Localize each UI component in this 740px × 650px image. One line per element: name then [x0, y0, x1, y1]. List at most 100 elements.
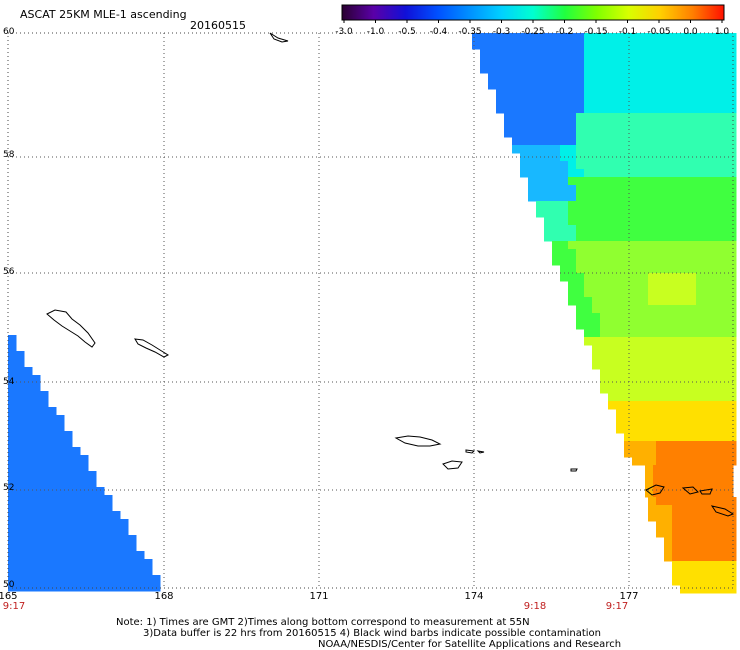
swath-cell: [608, 105, 617, 114]
swath-cell: [576, 305, 585, 314]
swath-cell: [496, 73, 505, 82]
swath-cell: [664, 361, 673, 370]
swath-cell: [48, 559, 57, 568]
swath-cell: [688, 185, 697, 194]
swath-cell: [704, 65, 713, 74]
swath-cell: [16, 455, 25, 464]
swath-cell: [496, 41, 505, 50]
swath-cell: [656, 433, 665, 442]
swath-cell: [600, 385, 609, 394]
swath-cell: [704, 289, 713, 298]
swath-cell: [504, 97, 513, 106]
swath-cell: [552, 113, 561, 122]
swath-cell: [24, 583, 33, 592]
swath-cell: [8, 343, 17, 352]
swath-cell: [696, 457, 705, 466]
swath-cell: [568, 137, 577, 146]
swath-cell: [72, 543, 81, 552]
swath-cell: [704, 281, 713, 290]
swath-cell: [712, 441, 721, 450]
swath-cell: [712, 281, 721, 290]
swath-cell: [8, 335, 17, 344]
swath-cell: [656, 409, 665, 418]
swath-cell: [568, 225, 577, 234]
swath-cell: [576, 113, 585, 122]
swath-cell: [24, 535, 33, 544]
swath-cell: [720, 161, 729, 170]
swath-cell: [40, 415, 49, 424]
swath-cell: [688, 377, 697, 386]
swath-cell: [712, 305, 721, 314]
swath-cell: [688, 201, 697, 210]
swath-cell: [720, 273, 729, 282]
swath-cell: [624, 65, 633, 74]
swath-cell: [720, 81, 729, 90]
swath-cell: [568, 129, 577, 138]
swath-cell: [672, 289, 681, 298]
swath-cell: [608, 273, 617, 282]
swath-cell: [680, 385, 689, 394]
swath-cell: [704, 49, 713, 58]
swath-cell: [704, 305, 713, 314]
swath-cell: [720, 417, 729, 426]
swath-cell: [568, 81, 577, 90]
swath-cell: [112, 551, 121, 560]
swath-cell: [536, 177, 545, 186]
swath-cell: [72, 455, 81, 464]
swath-cell: [8, 535, 17, 544]
swath-cell: [32, 543, 41, 552]
swath-cell: [728, 145, 737, 154]
swath-cell: [672, 41, 681, 50]
swath-cell: [720, 105, 729, 114]
swath-cell: [712, 561, 721, 570]
swath-cell: [680, 577, 689, 586]
swath-cell: [24, 447, 33, 456]
swath-cell: [48, 463, 57, 472]
swath-cell: [672, 417, 681, 426]
swath-cell: [576, 225, 585, 234]
swath-cell: [576, 129, 585, 138]
swath-cell: [688, 249, 697, 258]
swath-cell: [664, 89, 673, 98]
swath-cell: [104, 495, 113, 504]
time-label-177: 9:17: [605, 601, 629, 612]
swath-cell: [648, 313, 657, 322]
swath-cell: [688, 129, 697, 138]
swath-cell: [680, 457, 689, 466]
swath-cell: [664, 41, 673, 50]
swath-cell: [80, 495, 89, 504]
swath-cell: [664, 289, 673, 298]
swath-cell: [576, 193, 585, 202]
swath-cell: [704, 201, 713, 210]
swath-cell: [712, 425, 721, 434]
swath-cell: [688, 233, 697, 242]
swath-cell: [16, 399, 25, 408]
swath-cell: [704, 241, 713, 250]
swath-cell: [632, 273, 641, 282]
swath-cell: [568, 169, 577, 178]
swath-cell: [552, 249, 561, 258]
swath-cell: [576, 281, 585, 290]
swath-cell: [640, 329, 649, 338]
swath-cell: [728, 417, 737, 426]
swath-cell: [720, 513, 729, 522]
colorbar-label: -0.5: [398, 27, 416, 37]
swath-cell: [120, 519, 129, 528]
swath-cell: [48, 455, 57, 464]
swath-cell: [56, 535, 65, 544]
swath-cell: [720, 225, 729, 234]
swath-cell: [656, 249, 665, 258]
swath-cell: [640, 121, 649, 130]
swath-cell: [680, 281, 689, 290]
swath-cell: [16, 487, 25, 496]
swath-cell: [728, 129, 737, 138]
swath-cell: [96, 487, 105, 496]
swath-cell: [24, 367, 33, 376]
swath-cell: [520, 49, 529, 58]
swath-cell: [728, 441, 737, 450]
swath-cell: [536, 57, 545, 66]
swath-cell: [616, 49, 625, 58]
swath-cell: [592, 177, 601, 186]
swath-cell: [640, 281, 649, 290]
swath-cell: [648, 137, 657, 146]
